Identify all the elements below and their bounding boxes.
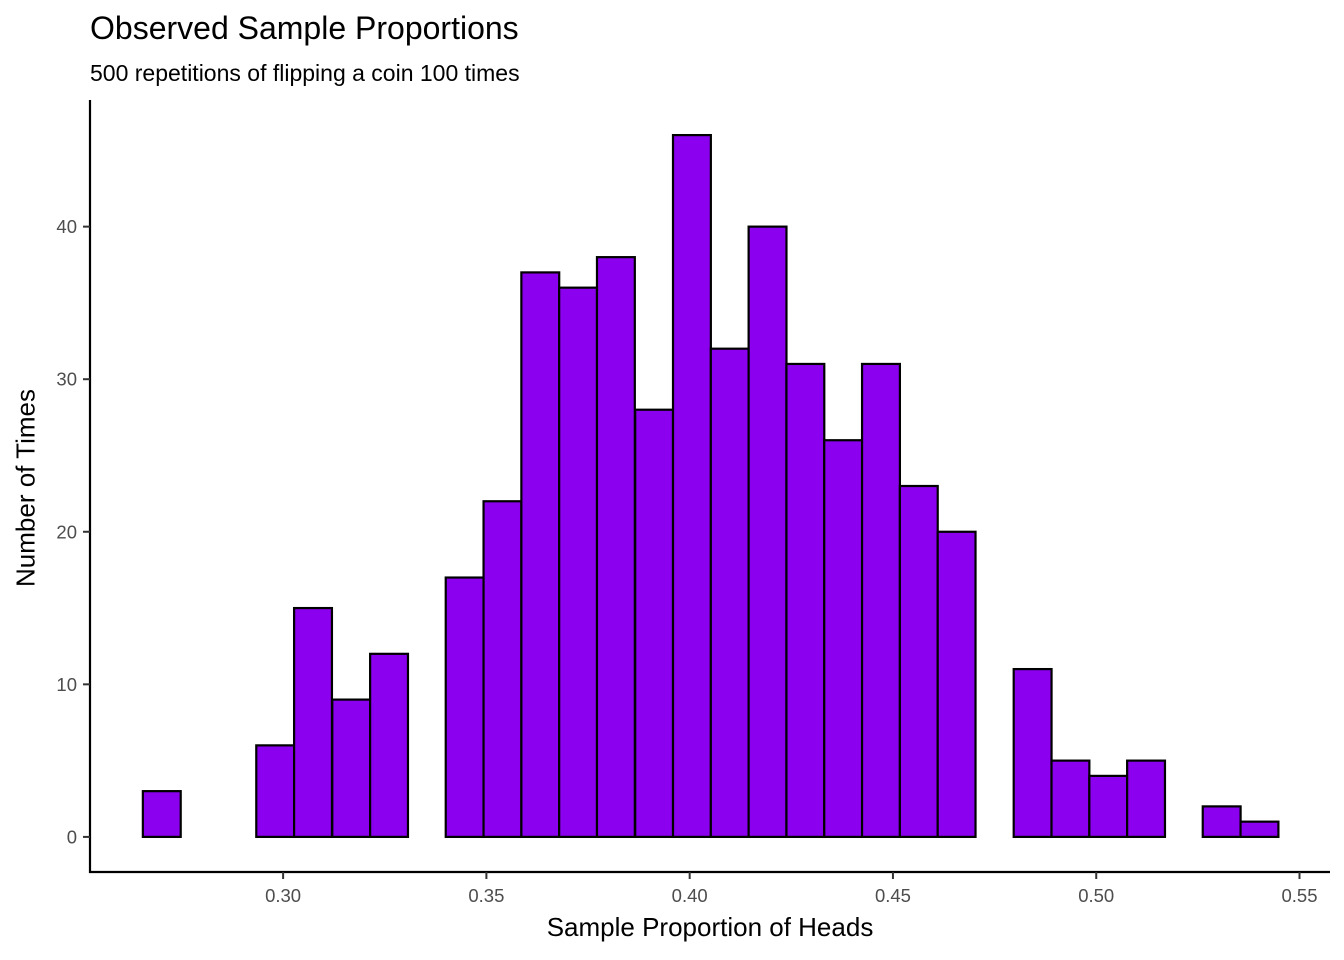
histogram-bar [292,606,334,839]
x-tick-label: 0.30 [265,885,301,906]
chart-subtitle: 500 repetitions of flipping a coin 100 t… [90,60,520,86]
histogram-bar [520,271,561,839]
y-tick-label: 30 [56,369,77,390]
y-axis-label: Number of Times [10,389,41,587]
histogram-bar [595,256,636,839]
histogram-bar [444,576,485,839]
x-tick-label: 0.45 [875,885,911,906]
histogram-bar [558,286,599,839]
histogram-bar [936,530,977,839]
histogram-bar [1126,759,1167,839]
x-tick-label: 0.50 [1078,885,1114,906]
bars-layer [141,133,1280,839]
axes-layer: 0.30 0.35 0.40 0.45 0.50 0.55 0 10 20 30 40 [56,100,1330,906]
histogram-bar [1050,759,1091,839]
histogram-bar [482,500,523,839]
histogram-bar [709,347,750,839]
histogram-bar [898,484,939,839]
histogram-bar [1239,820,1280,839]
chart-title: Observed Sample Proportions [90,10,519,46]
histogram-bar [1088,774,1129,839]
y-tick-label: 10 [56,674,77,695]
y-tick-label: 0 [67,826,77,847]
x-axis-label: Sample Proportion of Heads [546,912,874,942]
x-tick-label: 0.35 [468,885,504,906]
histogram-bar [823,439,864,839]
x-tick-label: 0.40 [672,885,708,906]
y-tick-label: 20 [56,521,77,542]
histogram-bar [331,698,372,839]
histogram-bar [747,225,788,839]
histogram-bar [860,362,902,839]
histogram-bar [369,652,410,839]
histogram-bar [634,408,675,839]
x-tick-label: 0.55 [1282,885,1318,906]
histogram-bar [785,362,826,839]
histogram-bar [671,133,712,839]
y-tick-label: 40 [56,216,77,237]
histogram-bar [255,744,296,839]
histogram-bar [1012,667,1053,839]
histogram-bar [141,790,182,839]
histogram-bar [1201,805,1242,839]
